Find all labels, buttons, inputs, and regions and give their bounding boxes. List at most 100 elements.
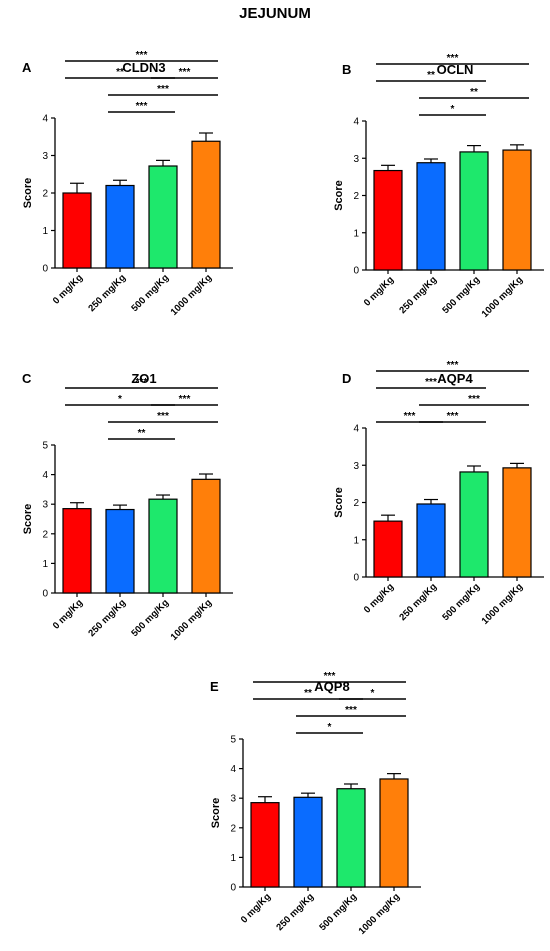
x-tick-label: 0 mg/Kg bbox=[362, 581, 396, 615]
chart-panel-a: A CLDN3 0 1 2 3 4 Score 0 mg/Kg 250 mg/Kg 500 mg/K… bbox=[22, 50, 233, 318]
panel-title: OCLN bbox=[437, 62, 474, 77]
bar bbox=[62, 508, 92, 594]
significance-label: *** bbox=[157, 411, 169, 422]
significance-label: *** bbox=[425, 377, 437, 388]
bar bbox=[502, 149, 532, 271]
bar bbox=[105, 184, 135, 269]
panel-title: AQP4 bbox=[437, 371, 473, 386]
significance-label: ** bbox=[116, 67, 124, 78]
y-tick-label: 4 bbox=[353, 424, 359, 435]
y-tick-label: 1 bbox=[353, 228, 359, 239]
x-tick-label: 1000 mg/Kg bbox=[169, 272, 215, 318]
y-tick-label: 0 bbox=[42, 264, 48, 275]
y-tick-label: 4 bbox=[42, 114, 48, 125]
y-tick-label: 1 bbox=[42, 559, 48, 570]
y-tick-label: 0 bbox=[353, 266, 359, 277]
y-tick-label: 2 bbox=[42, 189, 48, 200]
significance-label: *** bbox=[136, 377, 148, 388]
x-tick-label: 500 mg/Kg bbox=[440, 274, 482, 316]
panel-title: CLDN3 bbox=[122, 60, 165, 75]
significance-label: ** bbox=[470, 87, 478, 98]
bar bbox=[148, 165, 178, 269]
significance-label: * bbox=[118, 394, 122, 405]
significance-label: *** bbox=[468, 394, 480, 405]
bar bbox=[250, 802, 280, 888]
significance-label: *** bbox=[404, 411, 416, 422]
significance-label: * bbox=[451, 104, 455, 115]
bar bbox=[379, 778, 409, 888]
significance-label: *** bbox=[447, 53, 459, 64]
y-tick-label: 3 bbox=[42, 151, 48, 162]
panel-letter: E bbox=[210, 679, 219, 694]
panel-letter: B bbox=[342, 62, 351, 77]
y-tick-label: 5 bbox=[42, 441, 48, 452]
panel-title: ZO1 bbox=[131, 371, 156, 386]
y-tick-label: 0 bbox=[42, 589, 48, 600]
significance-label: *** bbox=[345, 705, 357, 716]
panel-letter: A bbox=[22, 60, 32, 75]
significance-label: *** bbox=[179, 67, 191, 78]
y-tick-label: 1 bbox=[353, 535, 359, 546]
y-tick-label: 3 bbox=[353, 461, 359, 472]
significance-label: * bbox=[371, 688, 375, 699]
y-axis-label: Score bbox=[333, 487, 345, 518]
x-tick-label: 250 mg/Kg bbox=[86, 272, 128, 314]
significance-label: *** bbox=[179, 394, 191, 405]
bar bbox=[459, 151, 489, 271]
y-tick-label: 0 bbox=[353, 573, 359, 584]
bar bbox=[191, 478, 221, 594]
x-tick-label: 500 mg/Kg bbox=[129, 272, 171, 314]
x-tick-label: 1000 mg/Kg bbox=[480, 581, 526, 627]
y-tick-label: 3 bbox=[230, 794, 236, 805]
y-tick-label: 0 bbox=[230, 883, 236, 894]
y-axis-label: Score bbox=[22, 178, 34, 209]
bar bbox=[459, 471, 489, 578]
y-tick-label: 5 bbox=[230, 735, 236, 746]
x-tick-label: 0 mg/Kg bbox=[51, 597, 85, 631]
bar bbox=[105, 508, 135, 594]
y-axis-label: Score bbox=[22, 504, 34, 535]
y-tick-label: 4 bbox=[353, 117, 359, 128]
y-tick-label: 2 bbox=[42, 529, 48, 540]
y-tick-label: 3 bbox=[42, 500, 48, 511]
figure-title: JEJUNUM bbox=[239, 5, 311, 22]
x-tick-label: 500 mg/Kg bbox=[440, 581, 482, 623]
x-tick-label: 250 mg/Kg bbox=[86, 597, 128, 639]
chart-panel-b: B OCLN 0 1 2 3 4 Score 0 mg/Kg 250 mg/Kg 500 mg/Kg… bbox=[333, 53, 544, 320]
significance-label: *** bbox=[447, 411, 459, 422]
significance-label: *** bbox=[157, 84, 169, 95]
bar bbox=[148, 498, 178, 594]
panel-letter: C bbox=[22, 371, 32, 386]
bar bbox=[373, 520, 403, 578]
bar bbox=[336, 788, 366, 888]
x-tick-label: 500 mg/Kg bbox=[317, 891, 359, 933]
x-tick-label: 0 mg/Kg bbox=[362, 274, 396, 308]
y-tick-label: 3 bbox=[353, 154, 359, 165]
bar bbox=[416, 503, 446, 578]
y-axis-label: Score bbox=[210, 798, 222, 829]
x-tick-label: 0 mg/Kg bbox=[239, 891, 273, 925]
panel-letter: D bbox=[342, 371, 351, 386]
significance-label: * bbox=[328, 722, 332, 733]
x-tick-label: 250 mg/Kg bbox=[274, 891, 316, 933]
y-tick-label: 2 bbox=[353, 498, 359, 509]
significance-label: ** bbox=[427, 70, 435, 81]
chart-panel-d: D AQP4 0 1 2 3 4 Score 0 mg/Kg 250 mg/Kg 500 mg/Kg… bbox=[333, 360, 544, 627]
bar bbox=[191, 140, 221, 269]
y-tick-label: 4 bbox=[42, 470, 48, 481]
significance-label: ** bbox=[138, 428, 146, 439]
y-tick-label: 2 bbox=[230, 823, 236, 834]
bar bbox=[293, 796, 323, 888]
y-tick-label: 1 bbox=[42, 226, 48, 237]
bar bbox=[373, 169, 403, 271]
bar bbox=[502, 467, 532, 578]
x-tick-label: 1000 mg/Kg bbox=[357, 891, 403, 937]
significance-label: *** bbox=[324, 671, 336, 682]
bar bbox=[416, 162, 446, 271]
x-tick-label: 1000 mg/Kg bbox=[169, 597, 215, 643]
bar bbox=[62, 192, 92, 269]
y-axis-label: Score bbox=[333, 180, 345, 211]
significance-label: ** bbox=[304, 688, 312, 699]
significance-label: *** bbox=[447, 360, 459, 371]
